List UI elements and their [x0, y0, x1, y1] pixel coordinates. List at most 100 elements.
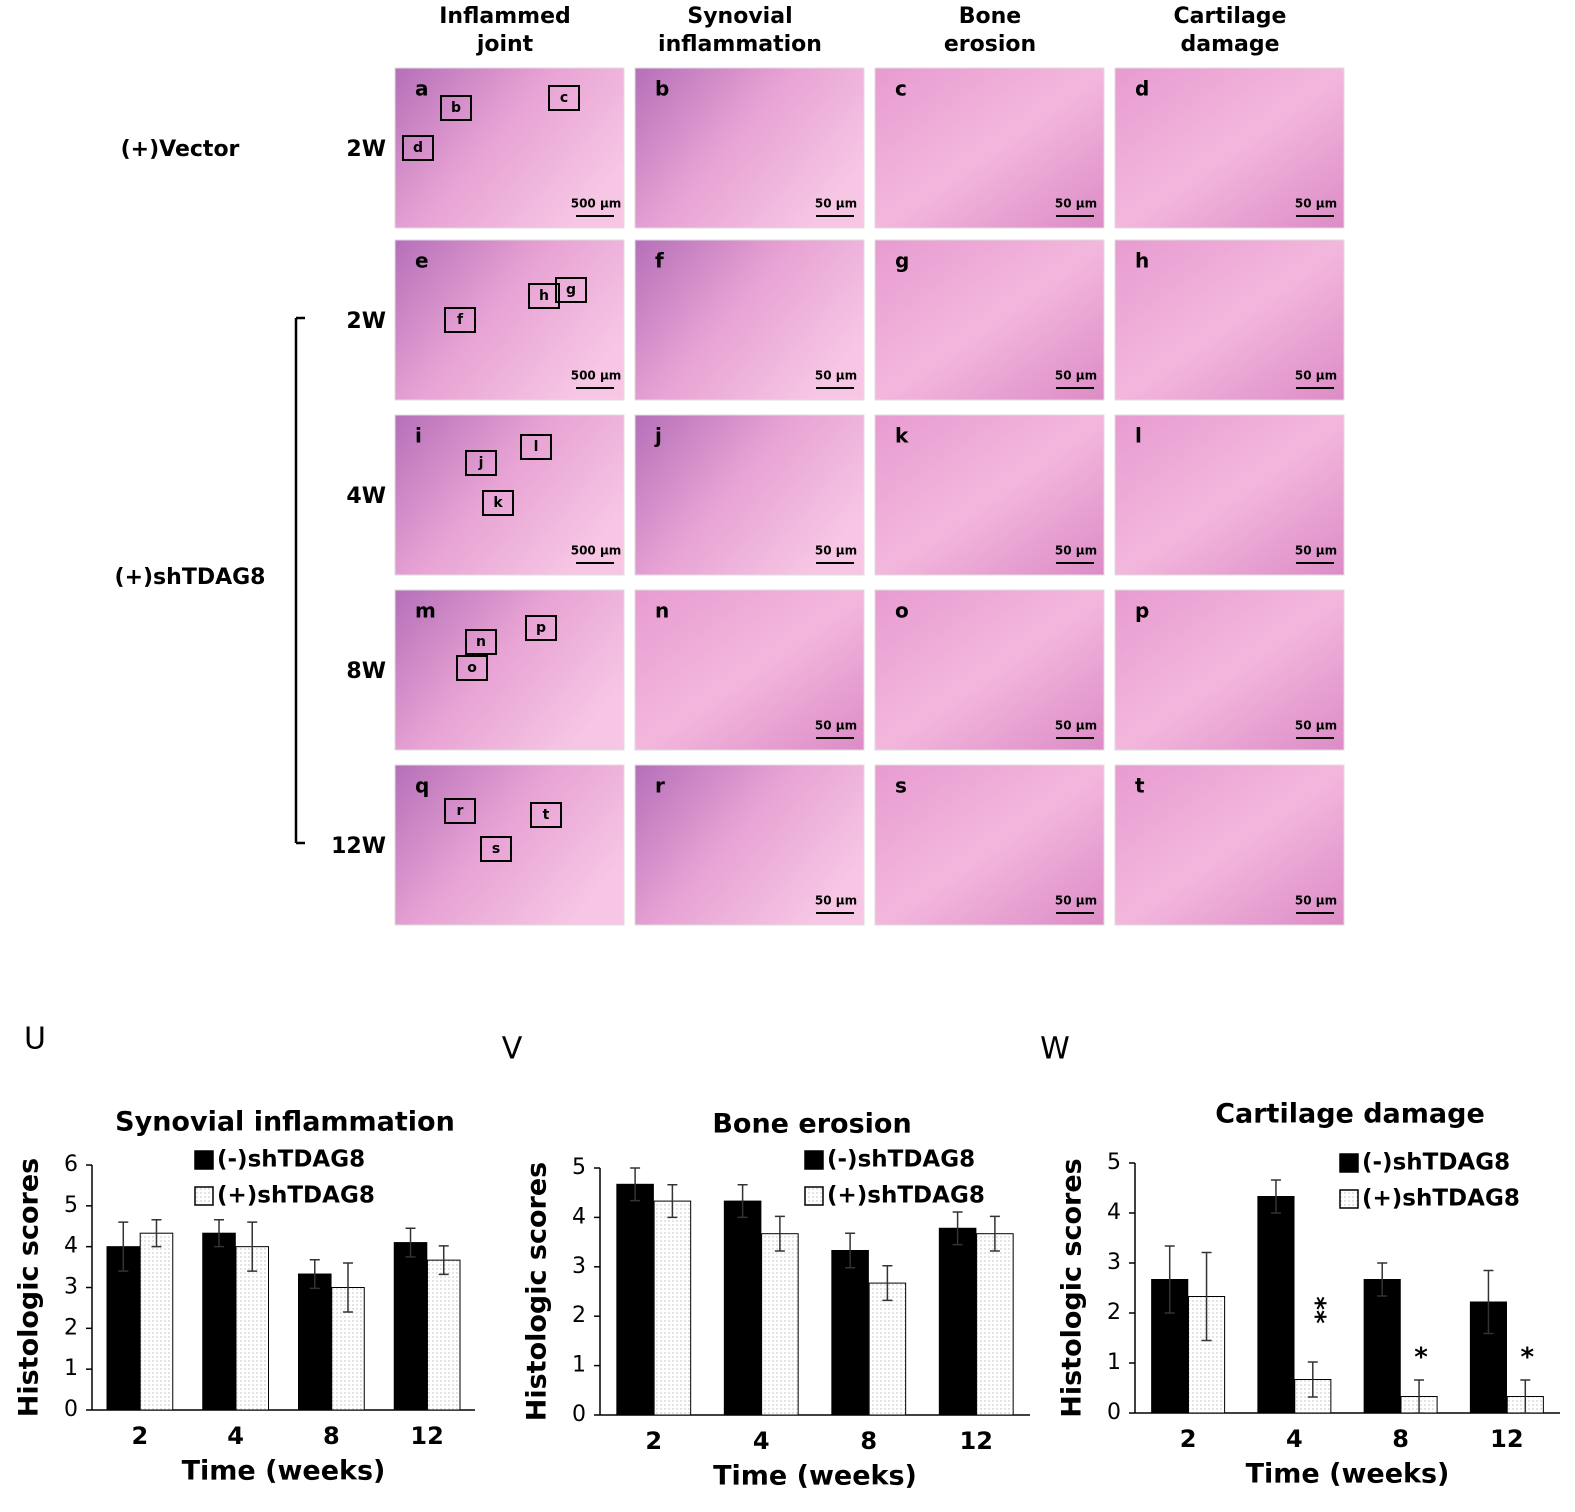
y-tick-label: 3: [64, 1275, 78, 1300]
bar: [868, 1282, 907, 1416]
inset-letter: o: [467, 660, 477, 676]
inset-box: [465, 629, 497, 655]
bar: [297, 1273, 332, 1411]
column-header: Cartilage: [1174, 4, 1287, 29]
error-bar: [247, 1221, 258, 1272]
inset-letter: d: [413, 140, 423, 156]
error-bar: [882, 1265, 893, 1302]
panel-label: W: [1040, 1032, 1070, 1067]
bar: [723, 1200, 762, 1416]
legend-label: (-)shTDAG8: [1362, 1150, 1510, 1176]
micrograph: [874, 414, 1105, 576]
inset-letter: n: [476, 634, 486, 650]
column-header: joint: [476, 32, 534, 57]
panel-label: V: [502, 1032, 523, 1067]
x-axis-title: Time (weeks): [1246, 1459, 1450, 1490]
scale-label: 50 µm: [815, 369, 857, 383]
micrograph: [1114, 67, 1345, 229]
error-bar: [342, 1262, 353, 1313]
x-tick-label: 2: [645, 1427, 662, 1455]
panel-letter: s: [895, 774, 907, 798]
y-tick-label: 5: [64, 1193, 78, 1218]
scale-label: 50 µm: [1055, 894, 1097, 908]
inset-box: [548, 85, 580, 111]
error-bar: [151, 1218, 162, 1248]
panel-letter: i: [415, 424, 422, 448]
inset-letter: k: [493, 495, 503, 511]
row-label: 4W: [346, 484, 386, 509]
inset-box: [520, 434, 552, 460]
micrograph: [634, 764, 865, 926]
inset-box: [528, 283, 560, 309]
scale-label: 500 µm: [571, 544, 622, 558]
panel-letter: t: [1135, 774, 1145, 798]
inset-box: [465, 450, 497, 476]
error-bar: [952, 1211, 963, 1246]
x-tick-label: 4: [1286, 1425, 1303, 1453]
inset-letter: p: [536, 620, 546, 636]
scale-label: 50 µm: [1055, 719, 1097, 733]
group-label: (+)shTDAG8: [115, 565, 266, 590]
inset-letter: j: [478, 455, 484, 471]
y-tick-label: 2: [64, 1315, 78, 1340]
bar: [426, 1259, 461, 1411]
legend-label: (+)shTDAG8: [1362, 1186, 1520, 1212]
micrograph: [1114, 239, 1345, 401]
panel-letter: a: [415, 77, 429, 101]
x-tick-label: 8: [860, 1427, 877, 1455]
x-tick-label: 12: [960, 1427, 993, 1455]
x-tick-label: 8: [323, 1422, 340, 1450]
significance: **: [1300, 1296, 1330, 1324]
chart-title: Bone erosion: [712, 1109, 911, 1140]
error-bar: [667, 1184, 678, 1219]
panel-letter: c: [895, 77, 907, 101]
scale-label: 50 µm: [1295, 197, 1337, 211]
panel-letter: b: [655, 77, 669, 101]
micrograph: [394, 589, 625, 751]
x-axis-title: Time (weeks): [182, 1456, 386, 1487]
chart-title: Cartilage damage: [1215, 1099, 1485, 1130]
y-tick-label: 3: [572, 1254, 586, 1279]
scale-label: 500 µm: [571, 369, 622, 383]
scale-label: 50 µm: [1295, 719, 1337, 733]
panel-letter: p: [1135, 599, 1149, 623]
panel-letter: e: [415, 249, 429, 273]
inset-box: [555, 277, 587, 303]
bar: [653, 1200, 692, 1416]
error-bar: [309, 1258, 320, 1290]
error-bar: [630, 1167, 641, 1202]
micrograph: [634, 67, 865, 229]
x-tick-label: 2: [1180, 1425, 1197, 1453]
x-tick-label: 12: [410, 1422, 443, 1450]
x-tick-label: 4: [753, 1427, 770, 1455]
y-tick-label: 4: [572, 1204, 586, 1229]
error-bar: [1377, 1262, 1388, 1297]
micrograph: [634, 589, 865, 751]
legend-label: (-)shTDAG8: [827, 1147, 975, 1173]
column-header: Synovial: [687, 4, 792, 29]
scale-label: 50 µm: [1295, 894, 1337, 908]
error-bar: [1307, 1361, 1318, 1398]
scale-label: 50 µm: [1295, 369, 1337, 383]
error-bar: [1201, 1251, 1212, 1342]
error-bar: [1520, 1379, 1531, 1414]
inset-box: [480, 836, 512, 862]
panel-letter: o: [895, 599, 909, 623]
error-bar: [1164, 1245, 1175, 1314]
y-tick-label: 1: [1107, 1350, 1121, 1375]
scale-label: 50 µm: [1055, 369, 1097, 383]
inset-letter: c: [560, 90, 568, 106]
bar: [393, 1242, 428, 1411]
inset-box: [444, 307, 476, 333]
legend-label: (+)shTDAG8: [217, 1183, 375, 1209]
error-bar: [438, 1245, 449, 1276]
inset-letter: s: [492, 841, 500, 857]
y-tick-label: 0: [64, 1397, 78, 1422]
micrograph: [874, 764, 1105, 926]
x-tick-label: 8: [1392, 1425, 1409, 1453]
scale-label: 50 µm: [1055, 197, 1097, 211]
bar: [235, 1246, 270, 1411]
column-header: erosion: [944, 32, 1036, 57]
row-label: 2W: [346, 137, 386, 162]
micrograph: [874, 67, 1105, 229]
